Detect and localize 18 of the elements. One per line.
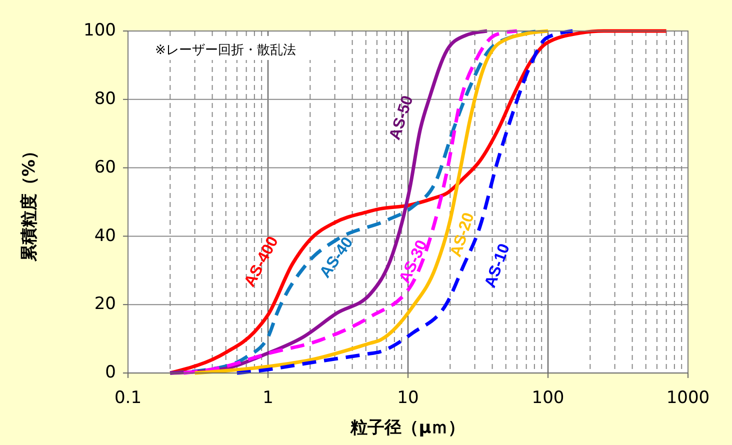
y-tick-label: 0 (105, 362, 116, 383)
y-tick-label: 80 (94, 89, 116, 110)
text: AS-30 (396, 238, 432, 286)
text: AS-10 (482, 242, 514, 290)
text: AS-20 (448, 210, 478, 260)
text: AS-50 (386, 94, 417, 142)
x-axis-title: 粒子径（μｍ） (350, 418, 466, 438)
x-tick-label: 1 (262, 388, 274, 408)
x-tick-label: 0.1 (114, 388, 142, 408)
x-tick-label: 1000 (666, 388, 710, 408)
annotation: ※レーザー回折・散乱法 (155, 43, 296, 58)
x-tick-label: 10 (397, 388, 419, 408)
y-tick-label: 20 (94, 294, 116, 314)
y-axis-title: 累積粒度（%） (20, 142, 40, 263)
x-tick-label: 100 (532, 388, 564, 408)
y-tick-label: 100 (84, 20, 116, 41)
y-tick-label: 60 (94, 157, 116, 178)
y-tick-label: 40 (94, 226, 116, 246)
